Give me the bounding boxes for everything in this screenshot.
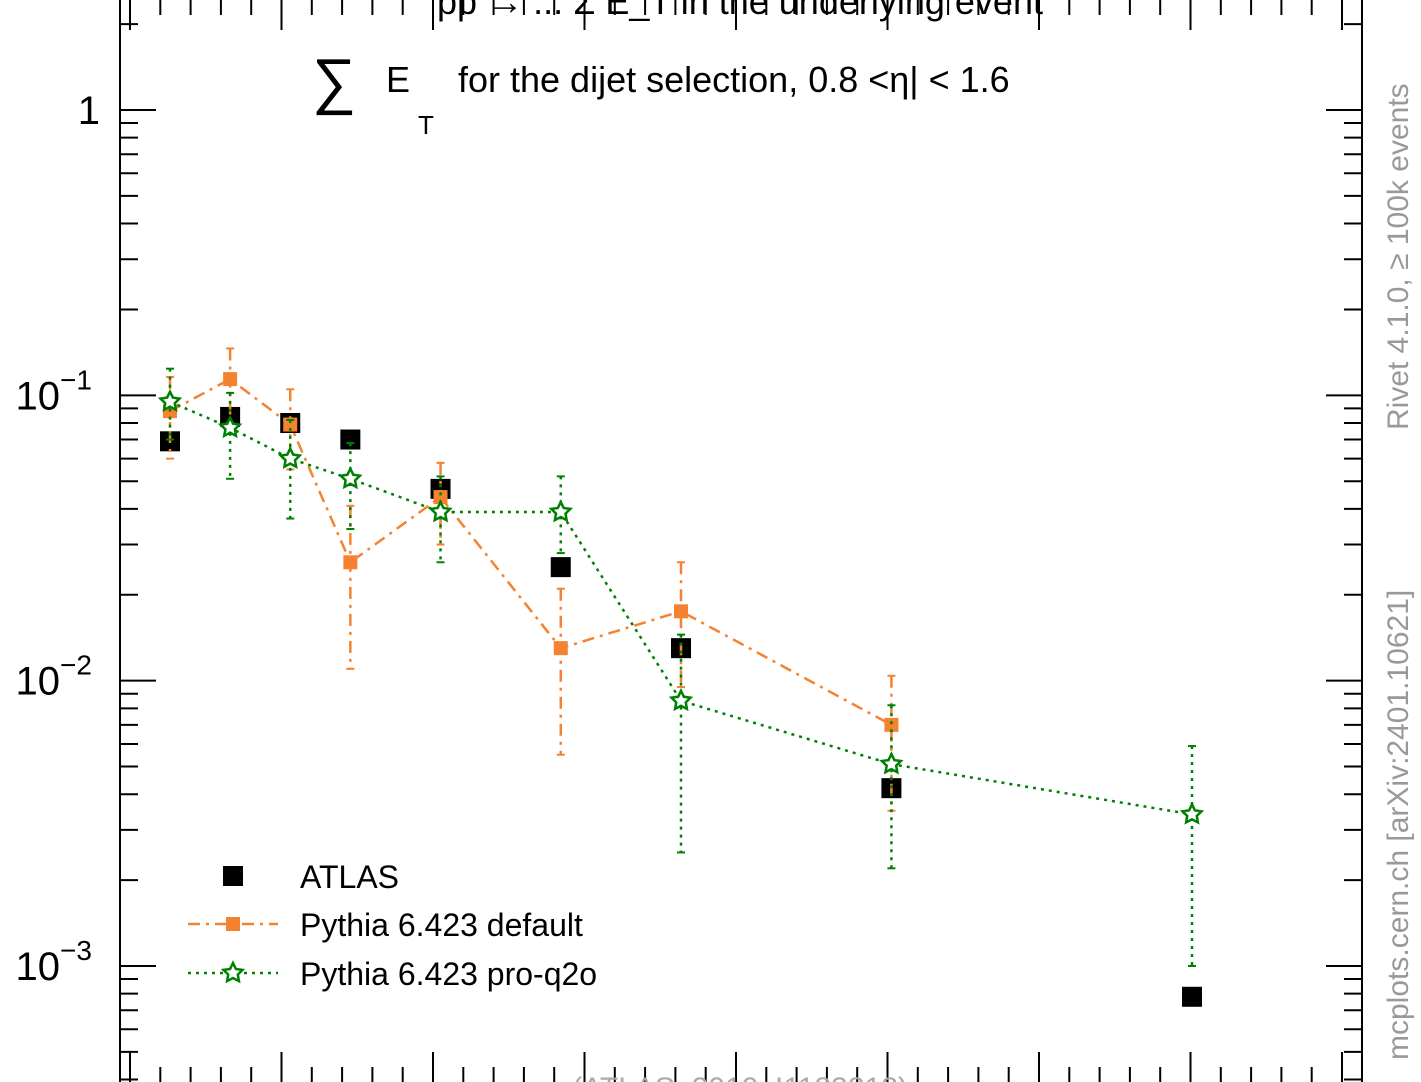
y-tick-label: 1 [78,89,100,133]
plot-title-sub: T [418,110,434,140]
data-point [343,555,358,570]
legend-item-pythia-6-423-default: Pythia 6.423 default [188,907,583,943]
data-point [884,717,899,732]
legend-marker [226,917,240,931]
plot-title: ∑ E T for the dijet selection, 0.8 <η| <… [312,47,1010,140]
data-point [668,687,694,712]
data-point [428,499,453,523]
legend: ATLAS Pythia 6.423 default Pythia 6.423 pr… [188,859,597,992]
data-point [338,466,363,490]
data-point [217,414,243,439]
y-tick-label-exponent: −1 [60,364,92,395]
data-point [1179,801,1205,825]
data-point [879,751,904,775]
plot-title-rest: for the dijet selection, 0.8 <η| < 1.6 [458,59,1010,100]
sum-symbol: ∑ [312,47,356,116]
legend-marker [220,960,246,984]
plot-frame [119,0,1363,1082]
data-point [340,429,361,450]
data-point [550,557,571,578]
bottom-caption: (ATLAS_2010_I1183818) [572,1072,908,1082]
data-point [223,372,238,387]
data-point [433,490,448,505]
y-tick-labels: 110−110−210−3 [16,89,101,989]
y-tick-label: 10 [16,374,61,418]
data-point [157,388,183,413]
data-point [283,417,298,432]
series-pythia-6-423-pro-q2o [157,367,1205,967]
series-pythia-6-423-default [163,347,899,812]
y-tick-label-exponent: −3 [60,935,92,966]
data-point [278,445,303,470]
y-tick-label: 10 [16,945,61,989]
data-series [157,347,1205,1007]
top-title: pp → ... Σ E_T in the underlying event [437,0,1043,22]
series-line [169,400,1193,816]
series-line [169,377,892,726]
side-text-rivet: Rivet 4.1.0, ≥ 100k events [1382,83,1415,430]
legend-label: ATLAS [300,859,399,895]
side-text-arxiv: mcplots.cern.ch [arXiv:2401.10621] [1382,590,1415,1060]
legend-marker [223,866,243,886]
data-point [674,604,688,619]
axis-ticks [120,0,1362,1082]
y-tick-label-exponent: −2 [60,650,92,681]
y-tick-label: 10 [16,660,61,704]
data-point [548,499,573,523]
data-point [553,641,568,656]
legend-item-pythia-6-423-pro-q2o: Pythia 6.423 pro-q2o [188,956,597,992]
plot-title-e: E [386,59,410,100]
plot-border [119,0,1363,1082]
legend-label: Pythia 6.423 pro-q2o [300,956,597,992]
data-point [1182,986,1202,1007]
legend-item-atlas: ATLAS [223,859,399,895]
legend-label: Pythia 6.423 default [300,907,583,943]
